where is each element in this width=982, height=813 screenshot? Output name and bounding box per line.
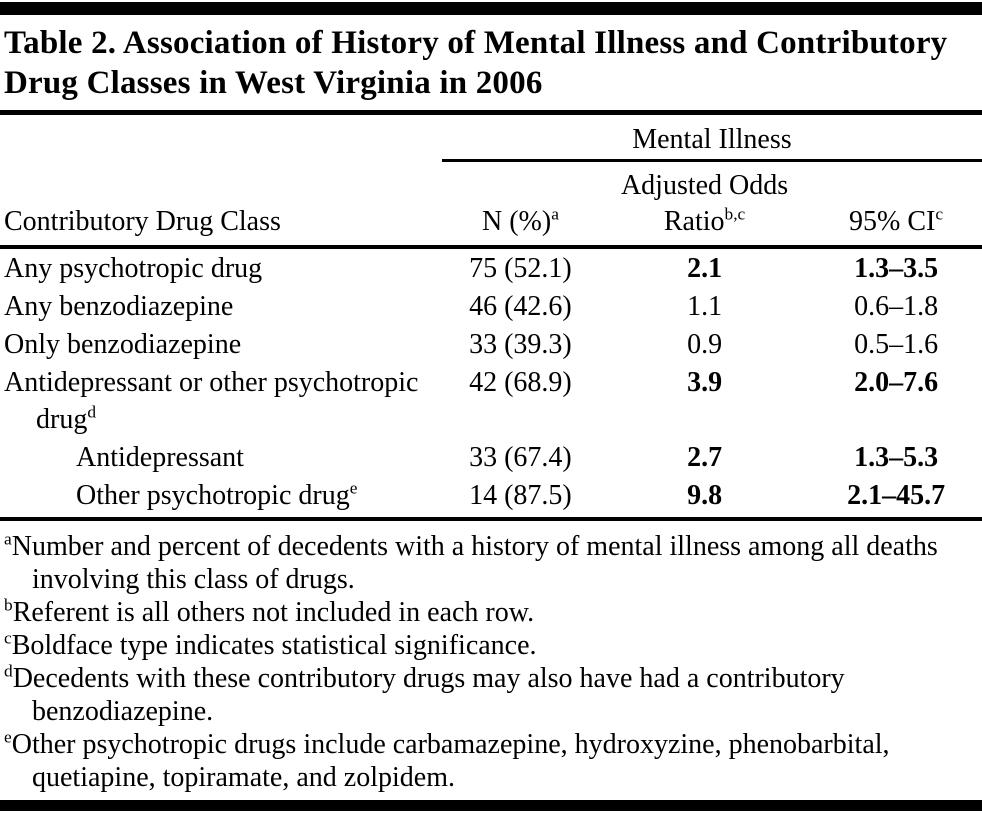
footnote-marker: e — [349, 478, 358, 498]
drug-class-label: Antidepressant — [76, 441, 244, 473]
footnote-marker: b — [4, 595, 13, 615]
table-row: Only benzodiazepine 33 (39.3) 0.9 0.5–1.… — [0, 325, 982, 363]
bottom-rule — [0, 800, 982, 811]
column-header-n-percent: N (%)a — [441, 160, 599, 249]
footnote-marker: a — [4, 529, 12, 549]
footnote-marker: b,c — [724, 204, 746, 224]
ci-value: 0.6–1.8 — [854, 290, 939, 322]
footnote-text: Other psychotropic drugs include carbama… — [11, 728, 890, 793]
footnote-text: Number and percent of decedents with a h… — [11, 530, 938, 595]
footnote-marker: a — [551, 204, 559, 224]
column-header-95-ci: 95% CIc — [810, 160, 982, 249]
n-percent-value: 42 (68.9) — [469, 366, 572, 398]
column-spanner: Mental Illness — [441, 114, 982, 162]
footnote-marker: e — [4, 727, 12, 747]
n-percent-value: 33 (67.4) — [469, 441, 572, 473]
ci-value: 2.1–45.7 — [847, 479, 946, 511]
table-title: Table 2. Association of History of Menta… — [4, 25, 948, 102]
footnote-marker: d — [4, 661, 13, 681]
table-row: Any benzodiazepine 46 (42.6) 1.1 0.6–1.8 — [0, 287, 982, 325]
drug-class-label: Other psychotropic drug — [76, 479, 350, 511]
top-rule — [0, 2, 982, 15]
drug-class-label: Any psychotropic drug — [4, 252, 263, 284]
footnote: bReferent is all others not included in … — [4, 596, 976, 629]
drug-class-label: Only benzodiazepine — [4, 328, 242, 360]
table-row: Other psychotropic druge 14 (87.5) 9.8 2… — [0, 476, 982, 514]
odds-ratio-value: 9.8 — [687, 479, 723, 511]
column-header-adjusted-odds-ratio: Adjusted Odds Ratiob,c — [599, 160, 811, 249]
odds-ratio-value: 0.9 — [687, 328, 723, 360]
footnote-marker: c — [4, 628, 12, 648]
footnote-text: Decedents with these contributory drugs … — [12, 662, 845, 727]
column-header-drug-class: Contributory Drug Class — [0, 160, 442, 249]
data-table: Mental Illness Contributory Drug Class N… — [0, 114, 982, 514]
table-row: Antidepressant 33 (67.4) 2.7 1.3–5.3 — [0, 438, 982, 476]
column-header-label: Adjusted Odds Ratio — [620, 169, 789, 237]
n-percent-value: 14 (87.5) — [469, 479, 572, 511]
n-percent-value: 33 (39.3) — [469, 328, 572, 360]
footnote-marker: d — [87, 402, 97, 422]
footnote: cBoldface type indicates statistical sig… — [4, 629, 976, 662]
footnote-text: Referent is all others not included in e… — [12, 596, 535, 628]
footnote-text: Boldface type indicates statistical sign… — [11, 629, 537, 661]
footnote: dDecedents with these contributory drugs… — [4, 662, 976, 728]
odds-ratio-value: 3.9 — [687, 366, 723, 398]
header-row: Contributory Drug Class N (%)a Adjusted … — [0, 160, 982, 249]
n-percent-value: 75 (52.1) — [469, 252, 572, 284]
title-rule — [0, 109, 982, 115]
drug-class-label: Any benzodiazepine — [4, 290, 234, 322]
table-bottom-rule — [0, 516, 982, 521]
table-row: Antidepressant or other psychotropic dru… — [0, 363, 982, 438]
column-header-label: 95% CI — [849, 205, 936, 237]
ci-value: 0.5–1.6 — [854, 328, 939, 360]
ci-value: 1.3–3.5 — [854, 252, 939, 284]
n-percent-value: 46 (42.6) — [469, 290, 572, 322]
odds-ratio-value: 1.1 — [687, 290, 723, 322]
spanner-label: Mental Illness — [632, 123, 792, 155]
footnote-marker: c — [935, 204, 944, 224]
spanner-row: Mental Illness — [0, 114, 982, 162]
spanner-empty-cell — [0, 115, 442, 161]
footnotes: aNumber and percent of decedents with a … — [0, 521, 982, 794]
footnote: aNumber and percent of decedents with a … — [4, 530, 976, 596]
table-row: Any psychotropic drug 75 (52.1) 2.1 1.3–… — [0, 247, 982, 287]
ci-value: 2.0–7.6 — [854, 366, 939, 398]
footnote: eOther psychotropic drugs include carbam… — [4, 728, 976, 794]
column-header-label: Contributory Drug Class — [4, 205, 281, 237]
odds-ratio-value: 2.7 — [687, 441, 723, 473]
odds-ratio-value: 2.1 — [687, 252, 723, 284]
ci-value: 1.3–5.3 — [854, 441, 939, 473]
drug-class-label: Antidepressant or other psychotropic dru… — [4, 366, 419, 435]
column-header-label: N (%) — [481, 205, 552, 237]
